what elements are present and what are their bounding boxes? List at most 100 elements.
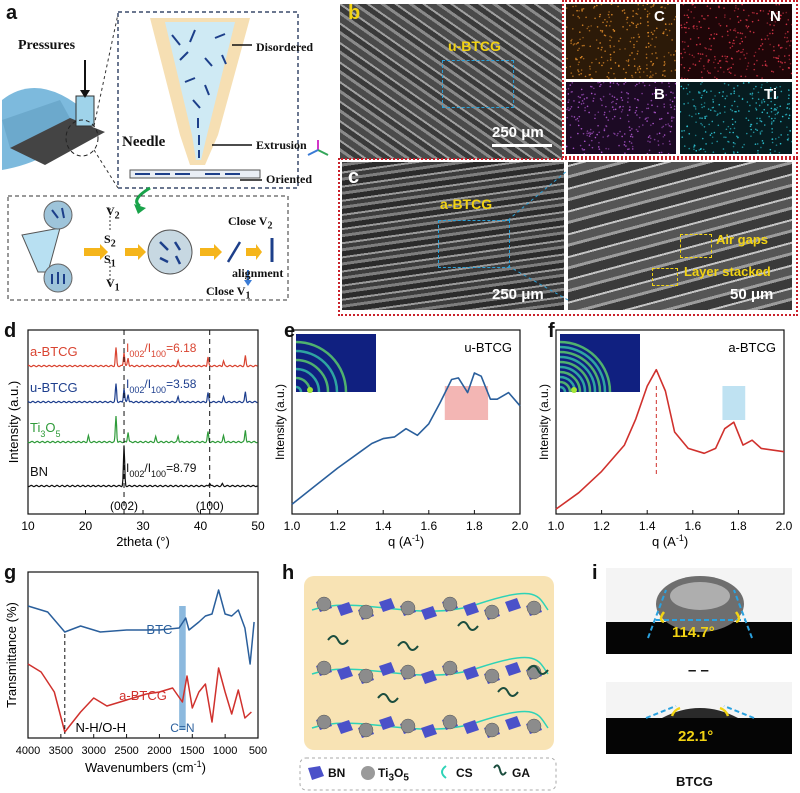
panel-label-f: f [548, 320, 555, 342]
label-extrusion: Extrusion [256, 138, 307, 152]
ti3o5-particle [400, 718, 416, 734]
ti3o5-particle [358, 722, 374, 738]
eds-label-b: B [654, 86, 665, 103]
caption-btcg: BTCG [676, 774, 713, 789]
yellow-arrow-3 [200, 244, 222, 260]
panel-label-i: i [592, 562, 598, 584]
x-tick-label: 50 [251, 519, 265, 533]
highlight-region [722, 386, 746, 420]
eds-dots [565, 3, 677, 80]
x-tick-label: 1.2 [593, 519, 610, 533]
x-tick-label: 2000 [147, 745, 171, 757]
x-axis-label: 2theta (°) [116, 534, 170, 549]
x-tick-label: 20 [79, 519, 93, 533]
x-tick-label: 2.0 [512, 519, 529, 533]
legend-ti3o5-icon [361, 766, 375, 780]
series-line-1 [27, 663, 252, 733]
green-arrow [135, 186, 151, 208]
nanosheets [171, 29, 227, 158]
x-tick-label: 1.2 [329, 519, 346, 533]
x-tick-label: 2500 [114, 745, 138, 757]
series-line [555, 368, 785, 510]
x-axis-label: Wavenumbers (cm-1) [85, 759, 206, 775]
legend-bn-label: BN [328, 766, 346, 780]
plot-frame [291, 329, 521, 515]
contact-angle-top: 114.7° [672, 624, 715, 641]
panel-c-frame [338, 158, 798, 316]
mixed-circle [147, 229, 193, 275]
bn-flake [379, 716, 395, 730]
panel-label-e: e [284, 320, 296, 342]
axis-glyph [307, 140, 329, 156]
y-axis-label: Intensity (a.u.) [6, 381, 21, 463]
ti3o5-particle [484, 604, 500, 620]
bn-flake [463, 720, 479, 734]
chart-f-saxs: 1.0 1.2 1.4 1.6 1.8 2.0 q (A-1) Intensity (a.u.… [537, 329, 793, 549]
ti3o5-particle [358, 668, 374, 684]
legend-bn-icon [308, 766, 324, 780]
panel-label-d: d [4, 320, 17, 342]
cn-band-highlight [179, 606, 186, 730]
droplet-bottom [662, 708, 738, 718]
ga-crosslink [457, 621, 479, 631]
series-label: BN [30, 464, 48, 479]
x-tick-label: 1.0 [284, 519, 301, 533]
nh-oh-label: N-H/O-H [76, 720, 127, 735]
series-line-3 [27, 445, 258, 488]
bn-flake [463, 602, 479, 616]
bn-flake [505, 598, 521, 612]
bn-flake [421, 670, 437, 684]
legend-cs-icon [441, 765, 447, 779]
legend-box [299, 757, 557, 791]
label-s1: S1 [104, 252, 116, 270]
disordered-circle [43, 200, 73, 230]
bn-flake [379, 662, 395, 676]
yellow-arrow-4 [246, 244, 262, 260]
series-label: a-BTCG [119, 688, 167, 703]
bn-flake [337, 720, 353, 734]
chart-e-saxs: 1.0 1.2 1.4 1.6 1.8 2.0 q (A-1) Intensity (a.u.… [273, 329, 529, 549]
series-line-0 [27, 589, 255, 665]
oriented-layer [129, 169, 261, 179]
zoom-circle [65, 119, 99, 157]
process-box [7, 195, 289, 301]
ti3o5-particle [316, 660, 332, 676]
panel-label-b: b [348, 2, 361, 24]
ga-crosslink [497, 687, 519, 697]
substrate-bottom [606, 718, 792, 754]
series-line-2 [27, 415, 258, 444]
eds-label-ti: Ti [764, 86, 778, 103]
ratio-annotation: I002/I100=6.18 [126, 341, 197, 359]
series-label: a-BTCG [30, 344, 78, 359]
chart-g-ftir: 4000 3500 3000 2500 2000 1500 1000 500 Wavenumbe… [4, 571, 267, 775]
panel-label-a: a [6, 2, 18, 24]
x-tick-label: 1.4 [639, 519, 656, 533]
ti3o5-particle [484, 722, 500, 738]
legend-ti3o5-label: Ti3O5 [378, 766, 409, 784]
series-label: BTC [146, 622, 172, 637]
series-line [291, 372, 521, 505]
scale-c-right: 50 μm [730, 286, 774, 303]
plot-frame [555, 329, 785, 515]
label-alignment: alignment [232, 266, 284, 280]
eds-dots [679, 81, 793, 155]
separator-dash: – – [688, 662, 709, 679]
ga-crosslink [527, 665, 549, 675]
air-gaps-label: Air gaps [716, 232, 769, 247]
x-tick-label: 1.0 [548, 519, 565, 533]
sample-label: a-BTCG [728, 340, 776, 355]
x-tick-label: 1000 [213, 745, 237, 757]
x-axis-label: q (A-1) [652, 533, 688, 549]
ti3o5-particle [316, 596, 332, 612]
peak-marker-label: (100) [196, 499, 224, 513]
zoom-box [117, 11, 299, 189]
y-axis-label: Intensity (a.u.) [537, 384, 551, 460]
x-tick-label: 3500 [49, 745, 73, 757]
substrate-front [10, 118, 105, 165]
x-tick-label: 10 [21, 519, 35, 533]
ti3o5-particle [400, 600, 416, 616]
panel-label-g: g [4, 562, 17, 584]
x-tick-label: 3000 [81, 745, 105, 757]
ratio-annotation: I002/I100=8.79 [126, 461, 197, 479]
ti3o5-particle [316, 714, 332, 730]
